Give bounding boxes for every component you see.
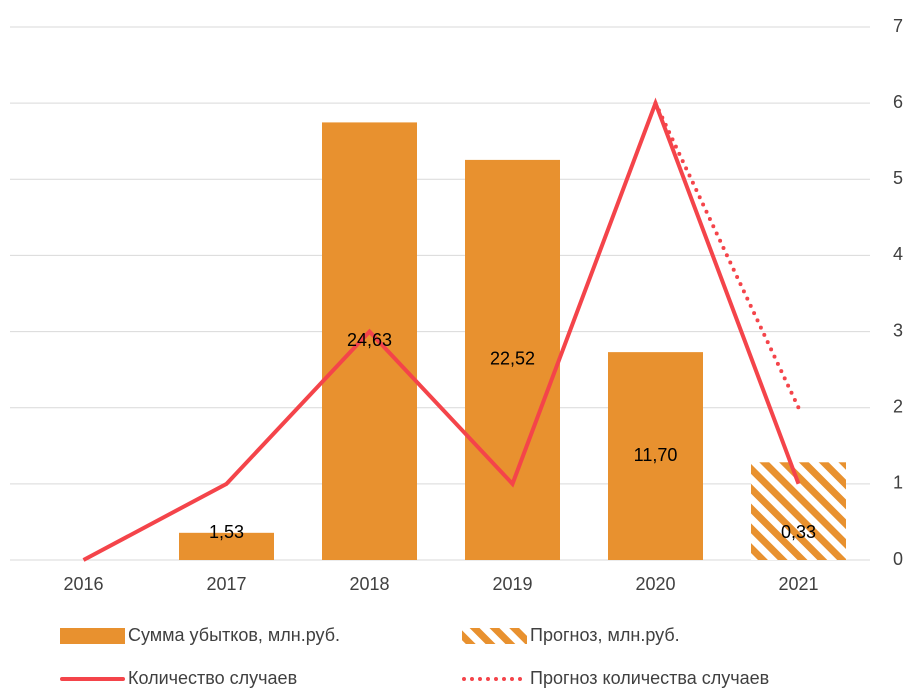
y2-tick-label: 2 xyxy=(893,396,903,416)
y2-tick-label: 7 xyxy=(893,16,903,36)
bar xyxy=(465,159,560,561)
data-label: 1,53 xyxy=(209,522,244,542)
bar xyxy=(608,352,703,560)
legend-label: Количество случаев xyxy=(128,668,297,688)
x-tick-label: 2019 xyxy=(492,574,532,594)
y2-tick-label: 6 xyxy=(893,92,903,112)
data-label: 22,52 xyxy=(490,349,535,369)
data-label: 24,63 xyxy=(347,330,392,350)
x-tick-label: 2017 xyxy=(206,574,246,594)
data-label: 11,70 xyxy=(634,445,678,465)
y2-tick-label: 5 xyxy=(893,168,903,188)
bar xyxy=(322,122,417,561)
legend-label: Прогноз, млн.руб. xyxy=(530,625,680,645)
y2-tick-label: 4 xyxy=(893,244,903,264)
x-tick-label: 2020 xyxy=(635,574,675,594)
legend-swatch xyxy=(60,628,125,644)
line xyxy=(653,101,801,410)
data-label: 0,33 xyxy=(781,522,816,542)
y2-tick-label: 0 xyxy=(893,549,903,569)
y2-tick-label: 1 xyxy=(893,473,903,493)
bar xyxy=(179,532,274,560)
x-tick-label: 2016 xyxy=(63,574,103,594)
bar xyxy=(751,462,846,560)
x-tick-label: 2018 xyxy=(349,574,389,594)
line xyxy=(82,97,801,562)
x-tick-label: 2021 xyxy=(778,574,818,594)
legend-swatch xyxy=(462,628,527,644)
legend-label: Прогноз количества случаев xyxy=(530,668,769,688)
legend-label: Сумма убытков, млн.руб. xyxy=(128,625,340,645)
y2-tick-label: 3 xyxy=(893,320,903,340)
